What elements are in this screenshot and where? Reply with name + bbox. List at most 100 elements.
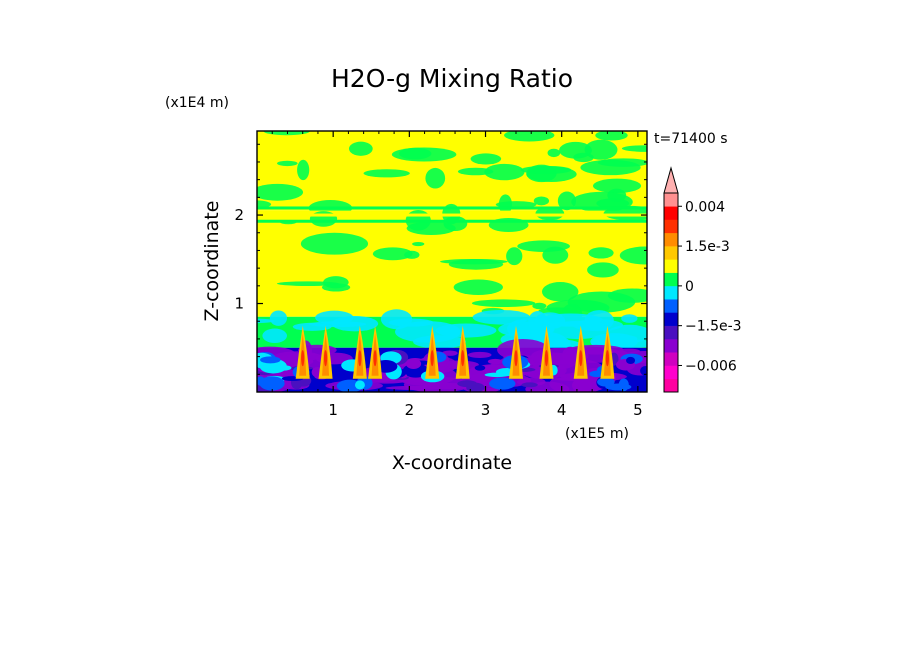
field-patch	[398, 147, 432, 160]
colorbar-tick-label: 0	[685, 279, 694, 295]
x-axis-label: X-coordinate	[392, 452, 512, 474]
field-patch	[467, 351, 492, 358]
field-patch	[425, 167, 446, 189]
boundary-patch	[474, 365, 486, 371]
boundary-patch	[640, 365, 647, 376]
field-streak	[257, 206, 647, 210]
boundary-patch	[487, 358, 503, 365]
field-patch	[607, 288, 647, 303]
colorbar-segment	[664, 312, 678, 326]
field-patch	[262, 328, 287, 344]
field-patch	[533, 196, 550, 206]
field-patch	[348, 141, 373, 156]
x-scale-note: (x1E5 m)	[565, 426, 629, 442]
warm-plume-peak	[301, 350, 305, 367]
colorbar-frame	[663, 192, 679, 393]
colorbar-segment	[664, 299, 678, 313]
colorbar-segment	[664, 246, 678, 260]
chart-title: H2O-g Mixing Ratio	[331, 64, 573, 93]
x-axis-ticks: 1 2 3 4 5	[271, 131, 643, 419]
field-streak	[257, 219, 647, 223]
plot-frame	[256, 130, 648, 393]
colorbar-segment	[664, 272, 678, 287]
field-patch	[263, 131, 310, 136]
time-label: t=71400 s	[654, 131, 728, 147]
warm-plume-peak	[514, 350, 518, 367]
boundary-patch	[484, 372, 510, 378]
field-patch	[470, 153, 502, 165]
colorbar-segment	[664, 193, 678, 207]
contour-field	[257, 131, 647, 392]
boundary-patch	[626, 356, 636, 365]
colorbar-segment	[664, 232, 678, 247]
field-patch	[440, 258, 508, 265]
boundary-patch	[489, 377, 516, 390]
field-patch	[372, 247, 413, 261]
y-scale-note: (x1E4 m)	[165, 95, 229, 111]
y-tick-label: 2	[234, 206, 244, 224]
warm-plume-peak	[323, 350, 328, 367]
field-patch	[547, 148, 561, 158]
colorbar-tick-label: 0.004	[685, 199, 725, 215]
field-patch	[584, 139, 618, 160]
warm-plume-peak	[605, 350, 609, 367]
field-patch	[315, 310, 354, 325]
boundary-patch	[260, 356, 281, 364]
field-patch	[297, 159, 310, 181]
field-patch	[504, 131, 555, 142]
field-patch	[257, 200, 272, 209]
field-patch	[506, 318, 554, 340]
y-axis-label: Z-coordinate	[201, 201, 223, 322]
colorbar-segment	[664, 259, 678, 273]
field-patch	[300, 232, 369, 255]
warm-plume-peak	[358, 350, 362, 367]
field-patch	[403, 376, 471, 392]
colorbar-segment	[664, 325, 678, 340]
colorbar-tick-label: 1.5e-3	[685, 239, 730, 255]
colorbar-segment	[664, 285, 678, 300]
colorbar-tick-label: −0.006	[685, 358, 737, 374]
warm-plume-peak	[544, 350, 549, 367]
field-patch	[557, 191, 577, 211]
field-patch	[388, 318, 434, 327]
boundary-patch	[572, 378, 593, 392]
y-tick-label: 1	[234, 295, 244, 313]
x-tick-label: 1	[328, 401, 338, 419]
x-tick-label: 5	[633, 401, 643, 419]
field-patch	[595, 131, 628, 141]
warm-plume-peak	[430, 350, 434, 367]
colorbar-segment	[664, 352, 678, 366]
field-patch	[453, 279, 503, 295]
field-patch	[517, 240, 570, 253]
boundary-patch	[589, 370, 604, 378]
field-patch	[607, 324, 647, 343]
colorbar-segment	[664, 219, 678, 234]
field-patch	[309, 211, 338, 227]
colorbar-segment	[664, 378, 678, 393]
field-patch	[323, 276, 349, 289]
field-patch	[547, 320, 609, 340]
x-tick-label: 4	[557, 401, 567, 419]
boundary-patch	[405, 358, 422, 370]
field-patch	[541, 282, 579, 302]
warm-plume-peak	[373, 350, 377, 367]
field-patch	[257, 183, 304, 201]
warm-plume-peak	[461, 350, 465, 367]
field-patch	[587, 262, 619, 278]
field-patch	[269, 310, 288, 326]
boundary-patch	[457, 380, 477, 388]
colorbar-segment	[664, 338, 678, 353]
field-patch	[619, 246, 647, 265]
boundary-patch	[605, 383, 632, 391]
boundary-patch	[259, 376, 285, 391]
field-streak	[257, 213, 647, 217]
field-patch	[413, 335, 466, 349]
x-tick-label: 2	[405, 401, 415, 419]
field-patch	[532, 302, 547, 310]
field-patch	[443, 216, 468, 232]
field-patch	[588, 247, 614, 259]
field-patch	[597, 158, 647, 167]
colorbar: 0.004 1.5e-3 0 −1.5e-3 −0.006	[663, 166, 742, 393]
field-patch	[363, 169, 410, 178]
